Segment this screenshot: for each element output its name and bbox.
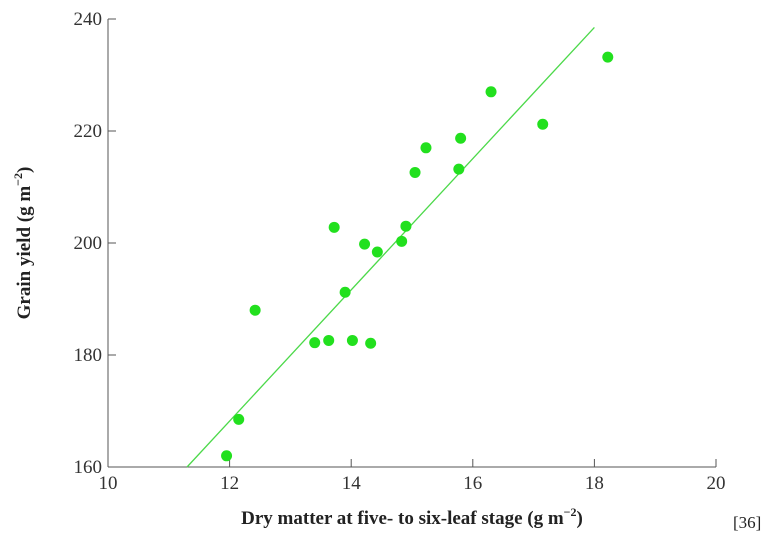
y-tick-label: 220 bbox=[74, 121, 103, 142]
data-point bbox=[339, 286, 351, 298]
data-point bbox=[249, 304, 261, 316]
data-point bbox=[420, 142, 432, 154]
regression-line bbox=[186, 26, 595, 468]
data-point bbox=[365, 337, 377, 349]
reference-label: [36] bbox=[733, 513, 761, 532]
data-point bbox=[221, 450, 233, 462]
data-point bbox=[323, 334, 335, 346]
data-point bbox=[453, 163, 465, 175]
y-ticks: 160 180 200 220 240 bbox=[74, 9, 116, 478]
data-point bbox=[346, 334, 358, 346]
x-tick-label: 20 bbox=[707, 473, 726, 494]
data-point bbox=[396, 235, 408, 247]
y-tick-label: 160 bbox=[74, 457, 103, 478]
y-axis: 160 180 200 220 240 bbox=[74, 9, 116, 478]
data-point bbox=[328, 221, 340, 233]
x-tick-label: 10 bbox=[99, 473, 118, 494]
data-point bbox=[602, 51, 614, 63]
x-axis-title: Dry matter at five- to six-leaf stage (g… bbox=[241, 505, 583, 529]
y-axis-title: Grain yield (g m−2) bbox=[11, 167, 35, 320]
x-tick-label: 14 bbox=[342, 473, 362, 494]
data-point bbox=[409, 166, 421, 178]
data-point bbox=[371, 246, 383, 258]
data-points bbox=[221, 51, 614, 462]
x-axis: 10 12 14 16 18 20 bbox=[99, 459, 726, 494]
x-tick-label: 12 bbox=[220, 473, 239, 494]
x-tick-label: 18 bbox=[585, 473, 604, 494]
x-ticks: 10 12 14 16 18 20 bbox=[99, 459, 726, 494]
y-tick-label: 200 bbox=[74, 233, 103, 254]
data-point bbox=[537, 118, 549, 130]
data-point bbox=[455, 132, 467, 144]
data-point bbox=[309, 337, 321, 349]
data-point bbox=[233, 413, 245, 425]
y-tick-label: 240 bbox=[74, 9, 103, 30]
data-point bbox=[400, 220, 412, 232]
data-point bbox=[485, 86, 497, 98]
x-tick-label: 16 bbox=[463, 473, 482, 494]
data-point bbox=[359, 238, 371, 250]
y-tick-label: 180 bbox=[74, 345, 103, 366]
